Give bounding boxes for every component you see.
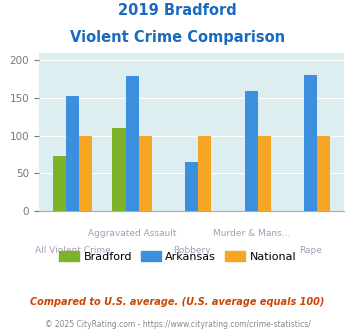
Legend: Bradford, Arkansas, National: Bradford, Arkansas, National (55, 247, 300, 267)
Bar (79, 136, 92, 211)
Bar (245, 90, 258, 211)
Text: Violent Crime Comparison: Violent Crime Comparison (70, 30, 285, 45)
Bar (185, 162, 198, 211)
Text: Rape: Rape (299, 246, 322, 255)
Text: Aggravated Assault: Aggravated Assault (88, 229, 176, 238)
Text: All Violent Crime: All Violent Crime (35, 246, 110, 255)
Text: Compared to U.S. average. (U.S. average equals 100): Compared to U.S. average. (U.S. average … (30, 297, 325, 307)
Bar (317, 136, 331, 211)
Text: Robbery: Robbery (173, 246, 211, 255)
Bar (126, 76, 139, 211)
Text: 2019 Bradford: 2019 Bradford (118, 3, 237, 18)
Bar (198, 136, 211, 211)
Bar (304, 75, 317, 211)
Bar (113, 128, 126, 211)
Text: © 2025 CityRating.com - https://www.cityrating.com/crime-statistics/: © 2025 CityRating.com - https://www.city… (45, 320, 310, 329)
Bar (258, 136, 271, 211)
Bar (53, 156, 66, 211)
Bar (139, 136, 152, 211)
Bar (66, 96, 79, 211)
Text: Murder & Mans...: Murder & Mans... (213, 229, 290, 238)
